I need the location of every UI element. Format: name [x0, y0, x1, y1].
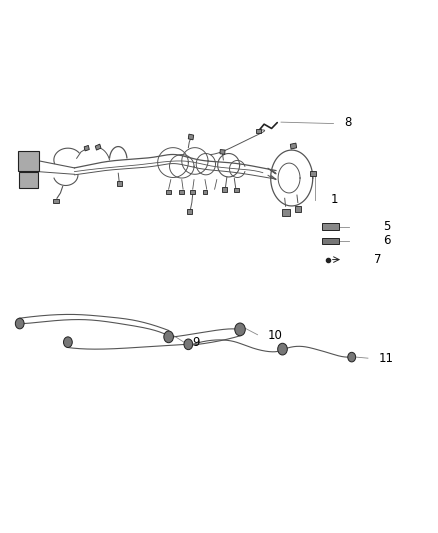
Bar — [220, 150, 225, 154]
Circle shape — [348, 352, 356, 362]
Bar — [84, 146, 89, 151]
Bar — [53, 198, 59, 203]
Circle shape — [164, 331, 173, 343]
Text: 10: 10 — [267, 329, 282, 342]
Circle shape — [184, 339, 193, 350]
Bar — [188, 134, 194, 140]
Bar — [234, 188, 239, 192]
Bar — [180, 190, 184, 194]
Bar — [322, 223, 339, 230]
Text: 11: 11 — [379, 352, 394, 365]
Text: 8: 8 — [344, 116, 351, 129]
Circle shape — [15, 318, 24, 329]
Bar — [18, 151, 39, 171]
Text: 1: 1 — [331, 193, 338, 206]
Bar — [322, 238, 339, 244]
Bar — [117, 181, 122, 186]
Bar — [187, 209, 192, 214]
Bar — [166, 190, 171, 194]
Text: 7: 7 — [374, 253, 382, 266]
Circle shape — [278, 343, 287, 355]
Bar — [256, 129, 261, 133]
Bar — [19, 172, 38, 188]
Circle shape — [64, 337, 72, 348]
Bar — [282, 209, 290, 216]
Bar — [95, 144, 101, 150]
Bar — [202, 190, 208, 194]
Text: 6: 6 — [383, 235, 391, 247]
Bar — [190, 190, 195, 194]
Circle shape — [235, 323, 245, 336]
Text: 9: 9 — [193, 336, 200, 349]
Bar — [310, 171, 316, 176]
Bar — [222, 187, 227, 191]
Bar — [290, 143, 297, 149]
Text: 5: 5 — [383, 220, 391, 233]
Bar — [295, 206, 301, 212]
